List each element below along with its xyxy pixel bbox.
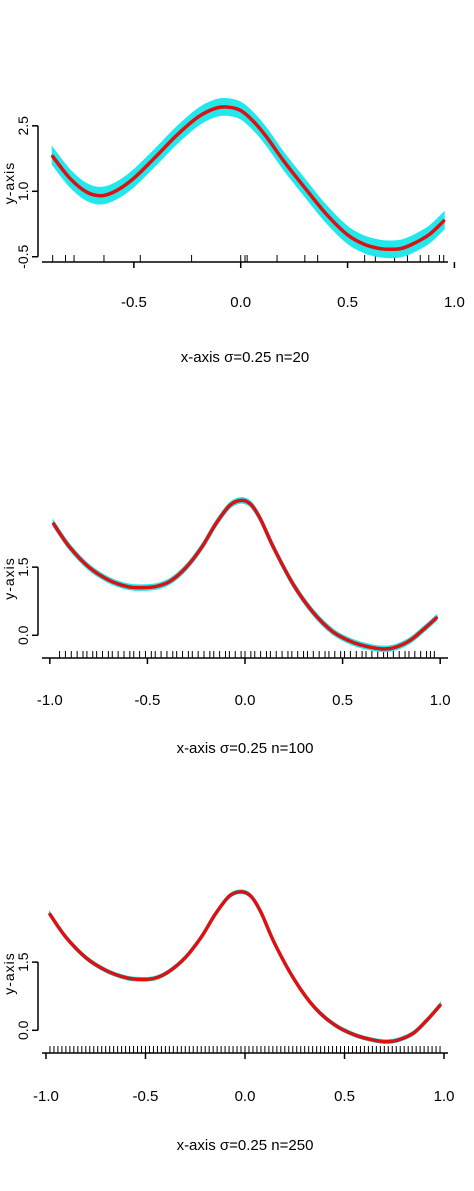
- x-tick-label: -0.5: [133, 1088, 159, 1105]
- chart-svg-3: 0.0 1.5y-axis -1.0 -0.5 0.0 0.5 1.0 x-axis σ=0.…: [1, 889, 455, 1154]
- y-axis-label: y-axis: [1, 557, 17, 600]
- x-tick-label: 1.0: [434, 1088, 455, 1105]
- confidence-band: [49, 889, 441, 1045]
- x-tick-label: -0.5: [121, 294, 147, 311]
- x-tick-label: 0.0: [235, 1088, 256, 1105]
- y-axis-label: y-axis: [1, 952, 17, 995]
- x-axis-caption: x-axis σ=0.25 n=250: [177, 1137, 314, 1154]
- x-tick-label: 0.0: [235, 692, 256, 709]
- chart-panel-1: -0.5 1.0 2.5 y-axis -0.5 0.0 0.5 1.0 x-axis σ=0.…: [0, 0, 474, 395]
- x-tick-label: 0.5: [332, 692, 353, 709]
- fitted-line: [51, 498, 439, 651]
- confidence-band: [52, 497, 438, 653]
- x-tick-label: -1.0: [33, 1088, 59, 1105]
- y-tick-label: 1.0: [15, 181, 31, 201]
- fitted-line: [50, 105, 446, 252]
- x-axis-caption: x-axis σ=0.25 n=100: [177, 740, 314, 757]
- fitted-line: [48, 889, 442, 1044]
- x-axis-caption: x-axis σ=0.25 n=20: [181, 349, 310, 366]
- y-tick-label: 0.0: [15, 625, 31, 645]
- x-tick-label: 1.0: [430, 692, 451, 709]
- x-tick-label: -0.5: [134, 692, 160, 709]
- y-tick-label: 2.5: [15, 116, 31, 136]
- x-tick-label: 0.0: [230, 294, 251, 311]
- y-tick-label: 1.5: [15, 952, 31, 972]
- chart-svg-2: 0.0 1.5y-axis -1.0 -0.5 0.0 0.5 1.0 x-axis σ=0.…: [1, 497, 451, 757]
- y-tick-label: 0.0: [15, 1020, 31, 1040]
- x-tick-label: -1.0: [37, 692, 63, 709]
- chart-panel-3: 0.0 1.5 y-axis -1.0 -0.5 0.0 0.5 1.0 x-axis σ=0.…: [0, 790, 474, 1186]
- chart-panel-2: 0.0 1.5 y-axis -1.0 -0.5 0.0 0.5 1.0 x-axis σ=0.…: [0, 395, 474, 790]
- y-tick-label: 1.5: [15, 557, 31, 577]
- x-tick-label: 1.0: [444, 294, 465, 311]
- confidence-band: [51, 97, 445, 259]
- y-axis-label: y-axis: [1, 162, 17, 205]
- x-tick-label: 0.5: [334, 1088, 355, 1105]
- y-tick-label: -0.5: [15, 244, 31, 268]
- chart-svg-1: -0.5 1.0 2.5 y-axis -0.5 0.0 0.5 1.0 x-axis σ=0.…: [1, 97, 465, 366]
- x-tick-label: 0.5: [337, 294, 358, 311]
